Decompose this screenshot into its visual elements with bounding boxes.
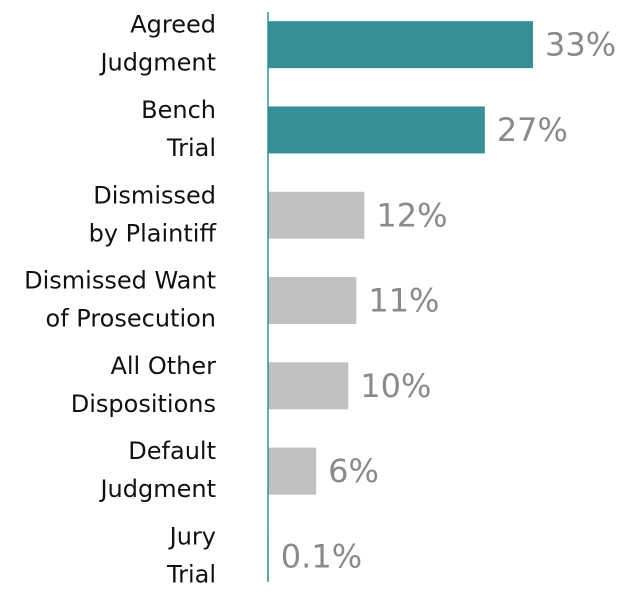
value-label: 33% [545,26,616,64]
value-label: 12% [376,196,447,234]
category-label: Dispositions [71,390,216,418]
category-label: by Plaintiff [89,219,217,247]
category-label: Jury [168,522,216,550]
value-label: 0.1% [281,537,362,575]
value-label: 27% [497,111,568,149]
category-label: Bench [141,96,216,124]
category-label: Judgment [98,49,216,77]
bar [268,21,533,69]
bar [268,362,349,410]
bar [268,447,317,495]
category-label: Trial [166,134,216,162]
category-label: Dismissed Want [24,267,216,295]
bar [268,106,485,154]
bar [268,191,365,239]
bar [268,277,357,325]
category-label: Trial [166,560,216,588]
value-label: 6% [328,452,379,490]
value-label: 11% [368,282,439,320]
category-label: Agreed [130,11,216,39]
category-label: All Other [110,352,216,380]
category-label: Judgment [98,475,216,503]
category-label: Dismissed [93,181,216,209]
category-label: of Prosecution [46,305,216,333]
category-label: Default [128,437,216,465]
value-label: 10% [360,367,431,405]
